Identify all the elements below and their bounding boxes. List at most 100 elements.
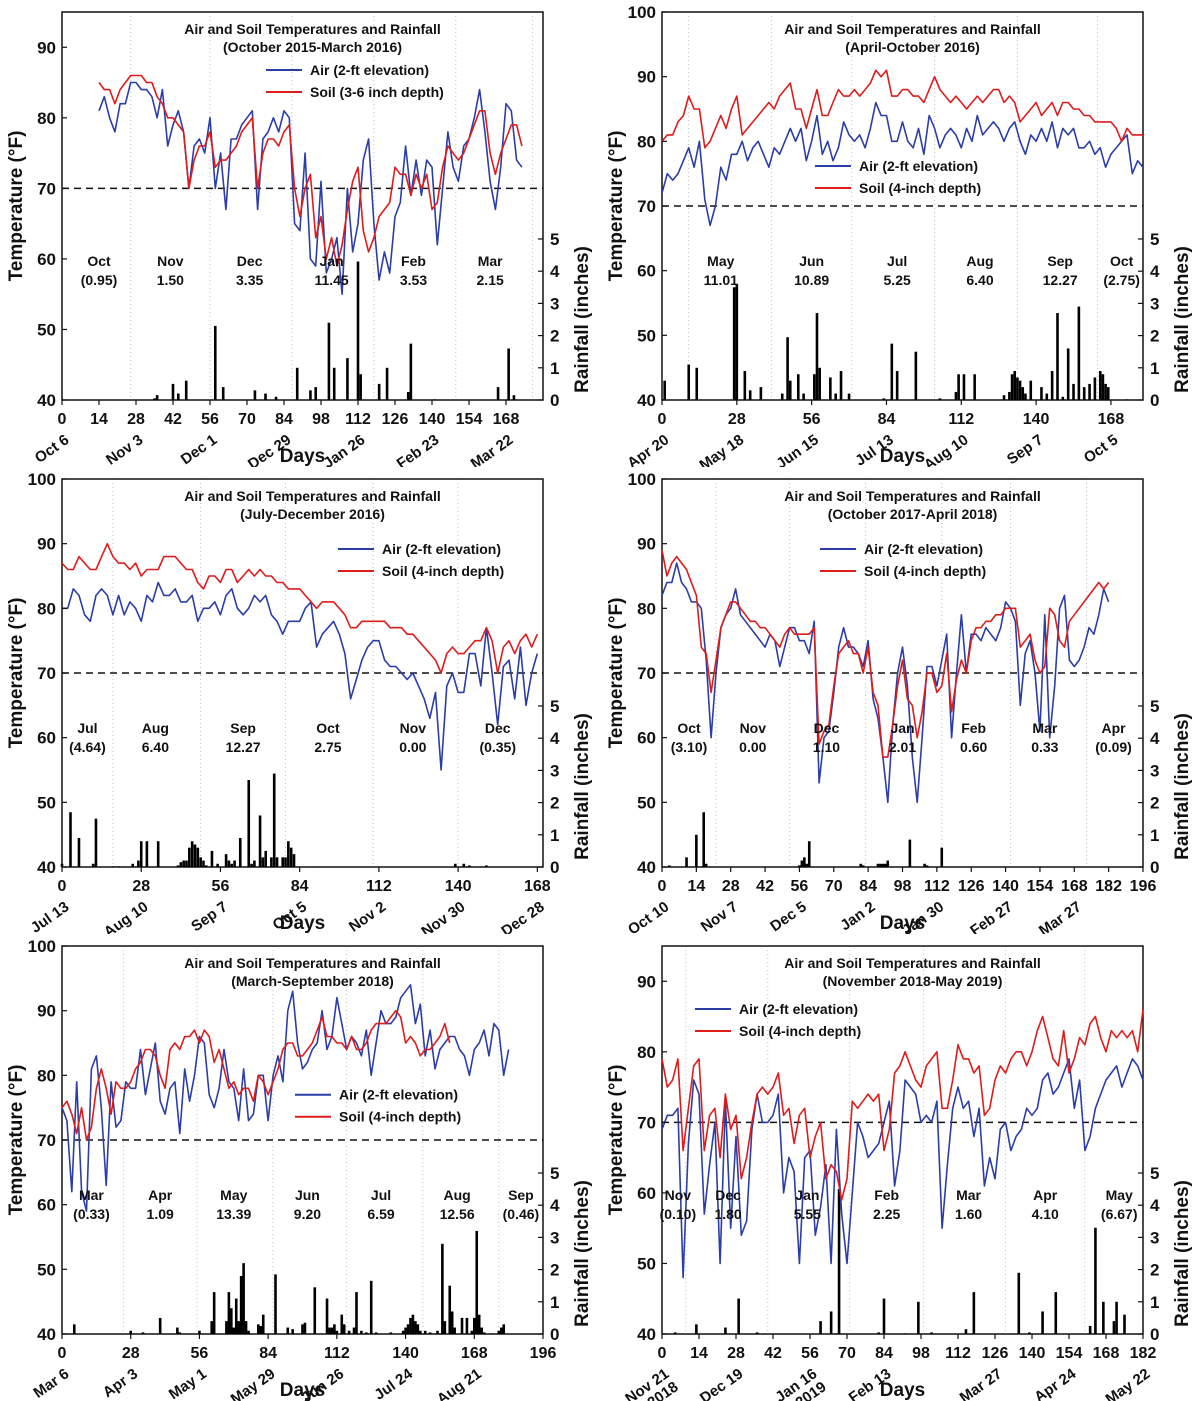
rainfall-bar <box>940 847 944 867</box>
month-rainfall-total: 1.50 <box>157 272 184 288</box>
rainfall-bar <box>499 1327 503 1334</box>
rainfall-bar <box>480 1327 483 1334</box>
rainfall-bar <box>261 857 265 867</box>
date-label: May 29 <box>228 1365 279 1401</box>
rainfall-bar <box>335 1330 339 1334</box>
legend-soil-label: Soil (3-6 inch depth) <box>310 84 444 100</box>
rainfall-bar <box>917 1301 920 1334</box>
rainfall-bar <box>377 383 381 400</box>
month-rainfall-total: 1.09 <box>147 1206 174 1222</box>
y-axis-title: Temperature (°F) <box>6 598 27 749</box>
rainfall-bar <box>882 398 886 400</box>
rainfall-bar <box>182 860 185 867</box>
legend-air-label: Air (2-ft elevation) <box>310 62 429 78</box>
month-rainfall-total: 3.53 <box>400 272 427 288</box>
date-label: Nov 212018 <box>622 1365 681 1401</box>
rainfall-bar <box>111 866 115 867</box>
y-tick-label: 40 <box>37 1325 56 1344</box>
y-tick-label: 80 <box>37 1066 56 1085</box>
y2-tick-label: 3 <box>550 1228 559 1247</box>
rainfall-bar <box>60 863 64 867</box>
rainfall-bar <box>1018 380 1022 400</box>
rainfall-bar <box>325 1298 329 1334</box>
rainfall-bar <box>890 343 894 400</box>
rainfall-bar <box>216 863 219 867</box>
y2-tick-label: 4 <box>1150 262 1160 281</box>
rainfall-bar <box>475 1230 479 1334</box>
y2-tick-label: 0 <box>1150 858 1159 877</box>
rainfall-bar <box>453 863 457 867</box>
month-rainfall-total: 12.56 <box>440 1206 475 1222</box>
rainfall-bar <box>468 865 471 867</box>
x-tick-label: 140 <box>419 411 446 428</box>
x-tick-label: 126 <box>982 1345 1009 1362</box>
month-rainfall-total: 0.60 <box>960 739 987 755</box>
month-label: Jan <box>320 253 344 269</box>
rainfall-bar <box>759 387 763 400</box>
rainfall-bar <box>274 396 278 400</box>
rainfall-bar <box>313 1287 317 1334</box>
rainfall-bar <box>1082 387 1086 400</box>
rainfall-bar <box>291 1329 294 1334</box>
rainfall-bar <box>224 854 228 867</box>
rainfall-bar <box>1028 1332 1031 1334</box>
y2-tick-label: 5 <box>550 230 559 249</box>
rainfall-bar <box>259 1325 263 1334</box>
month-rainfall-total: (2.75) <box>1103 272 1140 288</box>
rainfall-bar <box>485 865 488 867</box>
rainfall-bar <box>91 863 95 867</box>
month-label: May <box>220 1187 247 1203</box>
y2-tick-label: 5 <box>1150 230 1159 249</box>
y-tick-label: 50 <box>37 793 56 812</box>
date-label: Dec 28 <box>498 898 547 934</box>
rainfall-bar <box>1102 1301 1105 1334</box>
y-tick-label: 50 <box>637 1254 656 1273</box>
y-tick-label: 70 <box>37 179 56 198</box>
x-tick-label: 98 <box>312 411 330 428</box>
date-label-line: Dec 5 <box>767 898 810 934</box>
rainfall-bar <box>805 863 809 867</box>
x-tick-label: 126 <box>958 878 985 895</box>
x-tick-label: 112 <box>366 878 392 895</box>
x-tick-label: 112 <box>924 878 950 895</box>
soil-temperature-line <box>61 1009 451 1141</box>
rainfall-bar <box>695 367 699 400</box>
date-label: Sep 7 <box>1004 431 1047 467</box>
rainfall-bar <box>355 1292 358 1334</box>
month-label: Jul <box>887 253 907 269</box>
rainfall-bar <box>972 1292 976 1334</box>
rainfall-bar <box>835 1333 838 1334</box>
rainfall-bar <box>748 390 752 400</box>
date-label: May 22 <box>1103 1365 1154 1401</box>
rainfall-bar <box>886 860 890 867</box>
month-rainfall-total: 11.01 <box>704 272 738 288</box>
y2-axis-title: Rainfall (inches) <box>572 1180 593 1327</box>
month-label: Sep <box>1047 253 1073 269</box>
x-tick-label: 168 <box>1093 1345 1120 1362</box>
date-label: Aug 10 <box>101 898 152 934</box>
rainfall-bar <box>881 863 885 867</box>
rainfall-bar <box>141 1332 145 1334</box>
month-rainfall-total: 0.33 <box>1031 739 1058 755</box>
y-tick-label: 70 <box>637 1113 656 1132</box>
month-label: Mar <box>956 1187 981 1203</box>
legend-air-label: Air (2-ft elevation) <box>864 541 983 557</box>
rainfall-bar <box>250 863 253 867</box>
y-tick-label: 60 <box>637 729 656 748</box>
month-rainfall-total: 2.25 <box>873 1206 900 1222</box>
y-tick-label: 40 <box>637 391 656 410</box>
chart-subtitle: (April-October 2016) <box>845 39 980 55</box>
x-tick-label: 84 <box>291 878 309 895</box>
rainfall-bar <box>359 374 362 400</box>
rainfall-bar <box>1125 399 1129 400</box>
y2-tick-label: 3 <box>1150 1228 1159 1247</box>
rainfall-bar <box>1101 374 1105 400</box>
month-rainfall-total: 1.10 <box>813 739 840 755</box>
date-label: Nov 2 <box>346 898 389 934</box>
rainfall-bar <box>815 313 819 400</box>
rainfall-bar <box>401 1330 405 1334</box>
date-label: Feb 27 <box>967 898 1016 934</box>
month-rainfall-total: 5.25 <box>884 272 911 288</box>
